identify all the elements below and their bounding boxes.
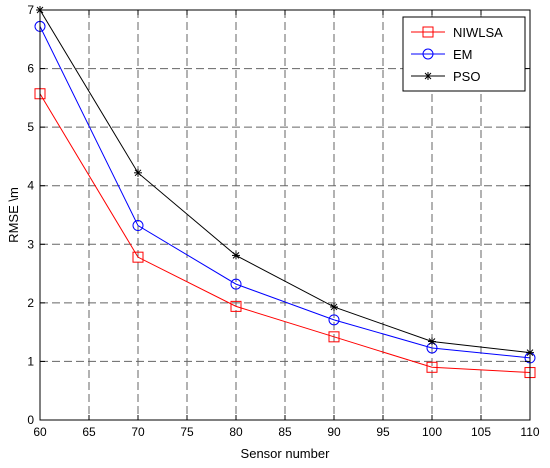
star-stroke — [428, 338, 436, 345]
data-point-niwlsa — [328, 331, 340, 343]
legend-marker-em — [422, 48, 434, 60]
star-stroke — [134, 169, 142, 177]
data-point-em — [230, 278, 242, 290]
series-line-em — [39, 26, 531, 359]
x-tick-label: 80 — [229, 425, 243, 439]
x-tick-label: 90 — [327, 425, 341, 439]
series-line-niwlsa — [39, 93, 531, 374]
data-point-niwlsa — [426, 361, 438, 373]
x-tick-label: 100 — [422, 425, 442, 439]
legend-label-pso: PSO — [453, 69, 480, 84]
x-tick-label: 70 — [131, 425, 145, 439]
data-point-niwlsa — [230, 300, 242, 312]
star-stroke — [232, 252, 240, 259]
x-tick-label: 95 — [376, 425, 390, 439]
x-tick-label: 65 — [82, 425, 96, 439]
data-point-pso — [134, 168, 142, 177]
y-tick-label: 4 — [27, 179, 34, 193]
series-layer — [34, 6, 536, 379]
y-tick-label: 6 — [27, 62, 34, 76]
legend-label-em: EM — [453, 47, 473, 62]
x-tick-label: 75 — [180, 425, 194, 439]
y-tick-label: 2 — [27, 296, 34, 310]
y-tick-label: 1 — [27, 354, 34, 368]
series-line-pso — [39, 9, 531, 354]
legend-marker-niwlsa — [422, 26, 434, 38]
data-point-niwlsa — [132, 251, 144, 263]
y-tick-label: 0 — [27, 413, 34, 427]
y-axis-label: RMSE \m — [6, 187, 21, 243]
data-point-em — [132, 220, 144, 232]
legend: NIWLSA EM PSO — [402, 16, 526, 92]
data-point-pso — [330, 302, 338, 311]
legend-label-niwlsa: NIWLSA — [453, 25, 503, 40]
x-axis-label: Sensor number — [241, 446, 331, 461]
y-tick-label: 3 — [27, 237, 34, 251]
star-stroke — [424, 72, 432, 80]
x-tick-label: 85 — [278, 425, 292, 439]
star-stroke — [330, 303, 338, 311]
x-tick-label: 110 — [520, 425, 539, 439]
x-tick-label: 60 — [33, 425, 47, 439]
data-point-pso — [232, 251, 240, 260]
axis-ticks: 60 65 70 75 80 85 90 95 100 105 110 0 1 2 3 4 5 6 7 — [27, 3, 540, 439]
legend-marker-pso — [424, 72, 432, 80]
x-tick-label: 105 — [471, 425, 491, 439]
y-tick-label: 5 — [27, 120, 34, 134]
data-point-em — [328, 314, 340, 326]
data-point-pso — [428, 337, 436, 346]
y-tick-label: 7 — [27, 3, 34, 17]
